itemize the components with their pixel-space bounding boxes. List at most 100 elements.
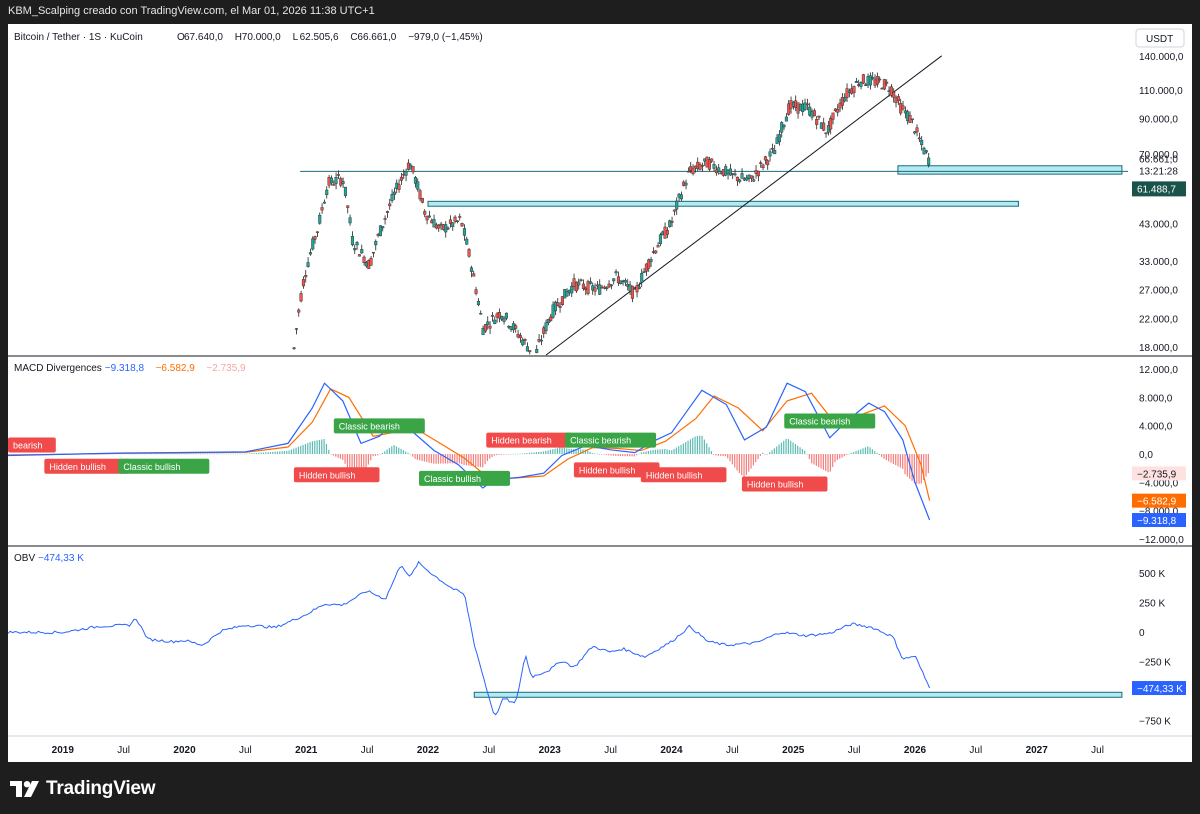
obv-value-tag-text: −474,33 K (1137, 684, 1183, 695)
histogram-bar (118, 453, 120, 455)
macd-line (8, 382, 931, 521)
histogram-bar (813, 454, 815, 465)
histogram-bar (309, 442, 311, 455)
histogram-bar (468, 454, 470, 466)
candle-body (656, 245, 660, 248)
histogram-bar (342, 454, 344, 460)
candle-body (481, 328, 485, 335)
divergence-label-text: Hidden bullish (299, 470, 356, 480)
histogram-bar (577, 449, 579, 455)
candle-body (465, 238, 469, 245)
histogram-bar (533, 452, 535, 455)
histogram-bar (913, 454, 915, 483)
histogram-bar (815, 454, 817, 466)
candle-body (385, 211, 389, 213)
candle-body (467, 249, 471, 257)
candle-body (353, 248, 357, 251)
histogram-bar (853, 452, 855, 455)
tradingview-logo-icon (10, 781, 39, 797)
candle-body (829, 117, 833, 130)
histogram-bar (720, 454, 722, 456)
time-axis-tick: 2021 (295, 745, 318, 756)
histogram-bar (694, 436, 696, 455)
histogram-bar (699, 435, 701, 455)
obv-value-tag (1132, 681, 1186, 696)
time-axis-tick: Jul (969, 745, 982, 756)
marker-price-label: 61.488,7 (1137, 184, 1176, 195)
histogram-bar (337, 454, 339, 458)
candle-body (803, 102, 807, 110)
histogram-bar (862, 448, 864, 455)
candle-body (318, 214, 322, 224)
histogram-bar (15, 454, 17, 455)
histogram-bar (701, 435, 703, 455)
time-axis-tick: 2019 (52, 745, 75, 756)
histogram-bar (440, 454, 442, 464)
histogram-bar (612, 454, 614, 456)
histogram-bar (139, 453, 141, 455)
candles (292, 71, 931, 355)
macd-axis-tick: −8.000,0 (1139, 507, 1179, 518)
histogram-bar (248, 453, 251, 455)
histogram-bar (283, 451, 286, 455)
histogram-bar (703, 439, 705, 455)
footer: TradingView (0, 766, 1200, 814)
candle-body (586, 281, 590, 294)
histogram-bar (745, 454, 747, 475)
histogram-bar (456, 454, 458, 464)
macd-pane-title: MACD Divergences (14, 363, 102, 374)
macd-value-tag-text: −6.582,9 (1137, 497, 1177, 508)
time-axis-tick: Jul (1091, 745, 1104, 756)
histogram-bar (174, 453, 176, 455)
histogram-bar (556, 448, 559, 455)
obv-legend-value: −474,33 K (38, 553, 84, 564)
histogram-bar (17, 454, 20, 455)
histogram-bar (650, 450, 652, 455)
histogram-bar (209, 453, 211, 455)
histogram-bar (279, 451, 281, 455)
histogram-bar (857, 450, 859, 455)
histogram-bar (654, 449, 656, 455)
histogram-bar (503, 454, 505, 455)
candle-body (577, 281, 581, 286)
price-pane-title: Bitcoin / Tether · 1S · KuCoin (14, 32, 143, 43)
candle-body (598, 284, 602, 295)
histogram-bar (353, 454, 356, 474)
histogram-bar (344, 454, 346, 464)
time-axis-tick: 2026 (904, 745, 927, 756)
ohlc-label-l: L (293, 32, 299, 43)
histogram-bar (225, 453, 227, 455)
histogram-bar (902, 454, 904, 469)
histogram-bar (591, 453, 593, 455)
histogram-bar (426, 454, 428, 463)
ohlc-value-h: 70.000,0 (242, 32, 281, 43)
histogram-bar (220, 453, 223, 455)
macd-axis-tick: 8.000,0 (1139, 393, 1173, 404)
histogram-bar (545, 450, 547, 455)
tradingview-logo[interactable]: TradingView (10, 778, 156, 800)
histogram-bar (377, 454, 379, 456)
candle-body (346, 205, 350, 208)
candle-body (588, 281, 592, 284)
divergence-label-text: Classic bullish (123, 462, 180, 472)
candle-body (418, 190, 422, 200)
candle-body (768, 151, 772, 157)
histogram-bar (538, 451, 540, 455)
histogram-bar (657, 449, 659, 455)
candle-body (733, 173, 737, 176)
histogram-bar (454, 454, 456, 464)
candle-body (479, 313, 483, 315)
candle-body (488, 325, 492, 329)
candle-body (556, 302, 560, 307)
candle-body (570, 285, 574, 294)
histogram-bar (211, 453, 213, 455)
currency-button[interactable] (1135, 28, 1185, 48)
candle-body (301, 279, 305, 287)
chart-area[interactable]: Bitcoin / Tether · 1S · KuCoin O 67.640,0 H… (8, 24, 1192, 762)
chart-canvas[interactable]: Bitcoin / Tether · 1S · KuCoin O 67.640,0 H… (8, 24, 1192, 762)
histogram-bar (661, 449, 663, 455)
candle-body (336, 174, 340, 176)
histogram-bar (748, 454, 750, 472)
histogram-bar (860, 449, 862, 455)
candle-body (539, 339, 543, 342)
